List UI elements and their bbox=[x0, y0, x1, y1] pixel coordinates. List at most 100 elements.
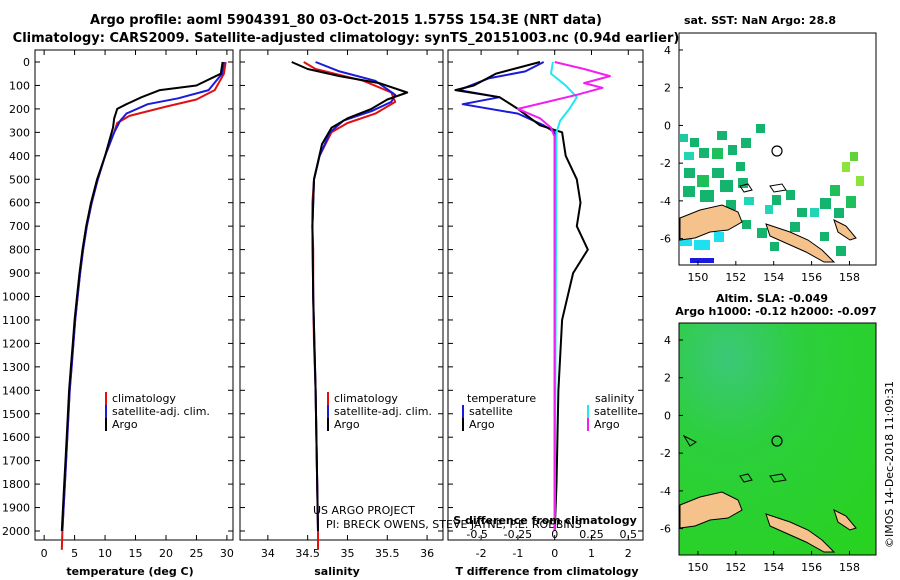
sla-map-title-line1: Altim. SLA: -0.049 bbox=[716, 292, 828, 305]
sst-cell bbox=[712, 148, 723, 159]
depth-tick-label: 800 bbox=[9, 244, 30, 257]
salinity-x-ticks: 34 34.5 35 35.5 36 bbox=[261, 50, 434, 560]
sla-argo-location-marker bbox=[771, 435, 783, 447]
sst-cell bbox=[757, 228, 767, 238]
depth-tick-label: 500 bbox=[9, 173, 30, 186]
map-x-tick-label: 152 bbox=[725, 561, 746, 574]
map-y-tick-label: -6 bbox=[660, 233, 671, 246]
map-x-tick-label: 156 bbox=[801, 271, 822, 284]
legend-label-climatology: climatology bbox=[112, 392, 176, 405]
depth-tick-label: 300 bbox=[9, 126, 30, 139]
map-y-tick-label: -2 bbox=[660, 447, 671, 460]
depth-tick-label: 1900 bbox=[2, 502, 30, 515]
difference-x-ticks: -2 -1 0 1 2 bbox=[476, 50, 632, 560]
land-island bbox=[739, 183, 753, 193]
sst-cell bbox=[797, 208, 807, 217]
map-y-tick-label: -2 bbox=[660, 157, 671, 170]
difference-legend-temperature: temperature satellite Argo bbox=[462, 392, 536, 431]
land-island bbox=[769, 183, 787, 193]
figure-title-line1: Argo profile: aoml 5904391_80 03-Oct-201… bbox=[90, 13, 602, 28]
x-tick-label: 25 bbox=[189, 547, 203, 560]
sst-cell bbox=[744, 197, 754, 205]
difference-lines bbox=[454, 61, 611, 532]
legend-label-s-argo: Argo bbox=[594, 418, 620, 431]
land-bougainville bbox=[833, 219, 857, 241]
land-new-britain bbox=[765, 513, 836, 553]
depth-tick-label: 1000 bbox=[2, 291, 30, 304]
depth-tick-label: 0 bbox=[23, 56, 30, 69]
sst-cell bbox=[736, 162, 745, 171]
x-tick-label: 30 bbox=[220, 547, 234, 560]
depth-tick-label: 600 bbox=[9, 197, 30, 210]
depth-tick-label: 1300 bbox=[2, 361, 30, 374]
depth-tick-label: 400 bbox=[9, 150, 30, 163]
map-y-tick-label: 2 bbox=[664, 82, 671, 95]
sst-cell bbox=[697, 175, 709, 187]
depth-tick-label: 100 bbox=[9, 79, 30, 92]
sst-cell bbox=[741, 138, 751, 148]
sst-cell bbox=[712, 168, 724, 178]
salinity-lines bbox=[291, 61, 409, 550]
series-line-argo bbox=[291, 61, 409, 532]
salinity-legend: climatology satellite-adj. clim. Argo bbox=[327, 392, 432, 431]
depth-tick-label: 200 bbox=[9, 103, 30, 116]
land-island bbox=[769, 473, 787, 483]
legend-heading-temperature: temperature bbox=[467, 392, 536, 405]
sst-cell bbox=[820, 232, 829, 241]
sst-cell bbox=[742, 220, 751, 229]
x-tick-label: 36 bbox=[420, 547, 434, 560]
salinity-axis-label: salinity bbox=[314, 565, 360, 578]
difference-axis-label: T difference from climatology bbox=[455, 565, 638, 578]
legend-label-satellite: satellite-adj. clim. bbox=[112, 405, 210, 418]
map-x-tick-label: 150 bbox=[687, 561, 708, 574]
map-y-tick-label: 0 bbox=[664, 119, 671, 132]
sst-land bbox=[679, 183, 857, 263]
sst-cell bbox=[856, 176, 864, 186]
s-difference-tick-label: 0.25 bbox=[579, 528, 604, 541]
sst-cell bbox=[690, 138, 699, 147]
x-tick-label: -1 bbox=[512, 547, 523, 560]
series-line-s-argo bbox=[516, 61, 611, 531]
legend-label-s-satellite: satellite bbox=[594, 405, 638, 418]
map-y-tick-label: -6 bbox=[660, 523, 671, 536]
depth-tick-label: 1100 bbox=[2, 314, 30, 327]
sst-cell bbox=[810, 208, 819, 217]
sst-cell bbox=[756, 124, 765, 133]
land-new-britain bbox=[765, 223, 836, 263]
series-line-t-argo bbox=[454, 61, 589, 532]
x-tick-label: 10 bbox=[98, 547, 112, 560]
series-line-climatology bbox=[60, 61, 227, 550]
figure-title-line2: Climatology: CARS2009. Satellite-adjuste… bbox=[13, 31, 680, 46]
sst-map-title: sat. SST: NaN Argo: 28.8 bbox=[684, 14, 836, 27]
s-difference-tick-label: 0.5 bbox=[620, 528, 638, 541]
x-tick-label: 35.5 bbox=[375, 547, 400, 560]
temperature-lines bbox=[60, 61, 227, 550]
sst-cell bbox=[830, 185, 840, 196]
legend-label-t-satellite: satellite bbox=[469, 405, 513, 418]
sst-cell bbox=[714, 232, 724, 242]
sst-cell bbox=[700, 190, 714, 202]
map-y-tick-label: 2 bbox=[664, 372, 671, 385]
sla-map-ticks: 150 152 154 156 158 4 2 0 -2 -4 -6 bbox=[660, 334, 860, 574]
sst-cell bbox=[772, 195, 781, 205]
land-island bbox=[739, 473, 753, 483]
legend-label-satellite: satellite-adj. clim. bbox=[334, 405, 432, 418]
s-difference-tick-label: -0.25 bbox=[504, 528, 532, 541]
sst-cell bbox=[846, 196, 856, 208]
legend-label-argo: Argo bbox=[112, 418, 138, 431]
land-bougainville bbox=[833, 509, 857, 531]
sst-cell bbox=[770, 242, 779, 251]
sst-map-ticks: 150 152 154 156 158 4 2 0 -2 -4 -6 bbox=[660, 44, 860, 284]
series-line-argo bbox=[60, 61, 224, 532]
x-tick-label: 0 bbox=[551, 547, 558, 560]
land-new-guinea bbox=[679, 491, 743, 529]
difference-top-axis-label: S difference from climatology bbox=[453, 514, 637, 527]
map-y-tick-label: -4 bbox=[660, 485, 671, 498]
depth-tick-label: 1400 bbox=[2, 384, 30, 397]
sst-cell bbox=[699, 148, 709, 158]
sst-cell bbox=[765, 205, 773, 214]
map-y-tick-label: 0 bbox=[664, 409, 671, 422]
temperature-legend: climatology satellite-adj. clim. Argo bbox=[105, 392, 210, 431]
sst-cell bbox=[684, 168, 695, 178]
